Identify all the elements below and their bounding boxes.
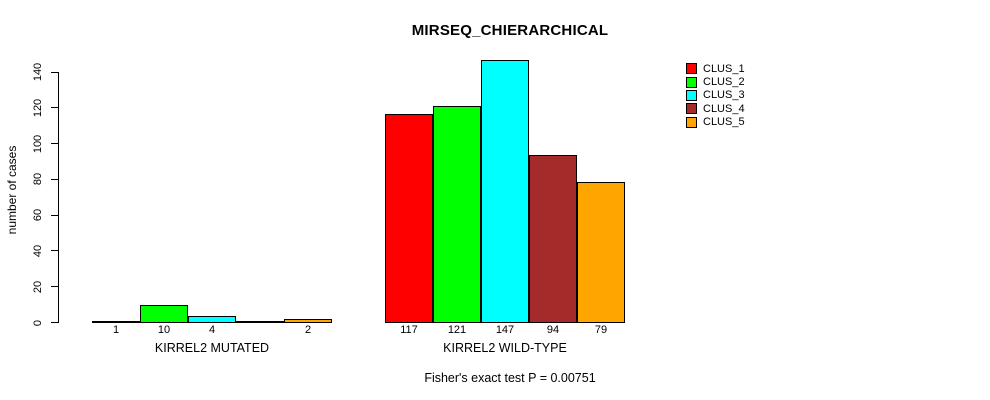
bar-clus_3-wildtype [481, 59, 529, 323]
legend-label: CLUS_1 [703, 62, 745, 75]
bar-value-label: 10 [157, 324, 171, 336]
y-axis-tick [51, 322, 58, 323]
y-axis-tick-label: 80 [32, 173, 44, 186]
y-axis-tick [51, 71, 58, 73]
x-axis-group-label: KIRREL2 WILD-TYPE [443, 341, 567, 355]
bar-value-label: 79 [594, 324, 608, 336]
bar-value-label: 2 [304, 324, 312, 336]
bar-clus_4-wildtype [529, 154, 577, 323]
legend-swatch-icon [686, 103, 697, 115]
y-axis-tick-label: 60 [32, 209, 44, 222]
legend-item-clus_3: CLUS_3 [686, 89, 745, 102]
bar-value-label: 1 [112, 324, 120, 336]
bar-clus_1-wildtype [385, 113, 433, 323]
legend: CLUS_1 CLUS_2 CLUS_3 CLUS_4 CLUS_5 [686, 62, 745, 129]
legend-label: CLUS_4 [703, 102, 745, 115]
bar-clus_2-mutated [140, 304, 188, 323]
bar-clus_2-wildtype [433, 105, 481, 323]
bar-value-label: 121 [447, 324, 467, 336]
legend-item-clus_4: CLUS_4 [686, 102, 745, 115]
y-axis-tick-label: 20 [32, 280, 44, 293]
bar-clus_3-mutated [188, 315, 236, 323]
y-axis-tick [51, 286, 58, 288]
y-axis-line [58, 72, 59, 323]
y-axis-tick-label: 140 [32, 62, 44, 82]
y-axis-tick [51, 250, 58, 252]
legend-label: CLUS_5 [703, 116, 745, 129]
bar-clus_4-zero [236, 320, 284, 323]
y-axis-tick-label: 40 [32, 244, 44, 258]
legend-swatch-icon [686, 116, 697, 128]
legend-label: CLUS_3 [703, 89, 745, 102]
legend-item-clus_2: CLUS_2 [686, 75, 745, 88]
y-axis-tick-label: 120 [32, 98, 44, 117]
bar-value-label: 4 [208, 324, 216, 336]
legend-item-clus_1: CLUS_1 [686, 62, 745, 75]
bar-clus_5-mutated [284, 318, 332, 323]
y-axis-tick-label: 0 [32, 319, 44, 326]
bar-value-label: 147 [495, 324, 515, 336]
y-axis-tick [51, 178, 58, 180]
y-axis-tick-label: 100 [32, 134, 44, 153]
y-axis-tick [51, 143, 58, 145]
bar-value-label: 94 [546, 324, 560, 336]
legend-swatch-icon [686, 89, 697, 101]
bar-value-label: 117 [400, 324, 418, 336]
legend-swatch-icon [686, 63, 697, 75]
legend-swatch-icon [686, 76, 697, 88]
bar-clus_5-wildtype [577, 181, 625, 323]
chart-title: MIRSEQ_CHIERARCHICAL [411, 22, 609, 39]
statistical-test-note: Fisher's exact test P = 0.00751 [424, 371, 596, 385]
y-axis-tick [51, 107, 58, 109]
bar-clus_1-mutated [92, 320, 140, 323]
legend-item-clus_5: CLUS_5 [686, 116, 745, 129]
legend-label: CLUS_2 [703, 76, 745, 89]
y-axis-tick [51, 214, 58, 216]
x-axis-group-label: KIRREL2 MUTATED [154, 341, 270, 355]
